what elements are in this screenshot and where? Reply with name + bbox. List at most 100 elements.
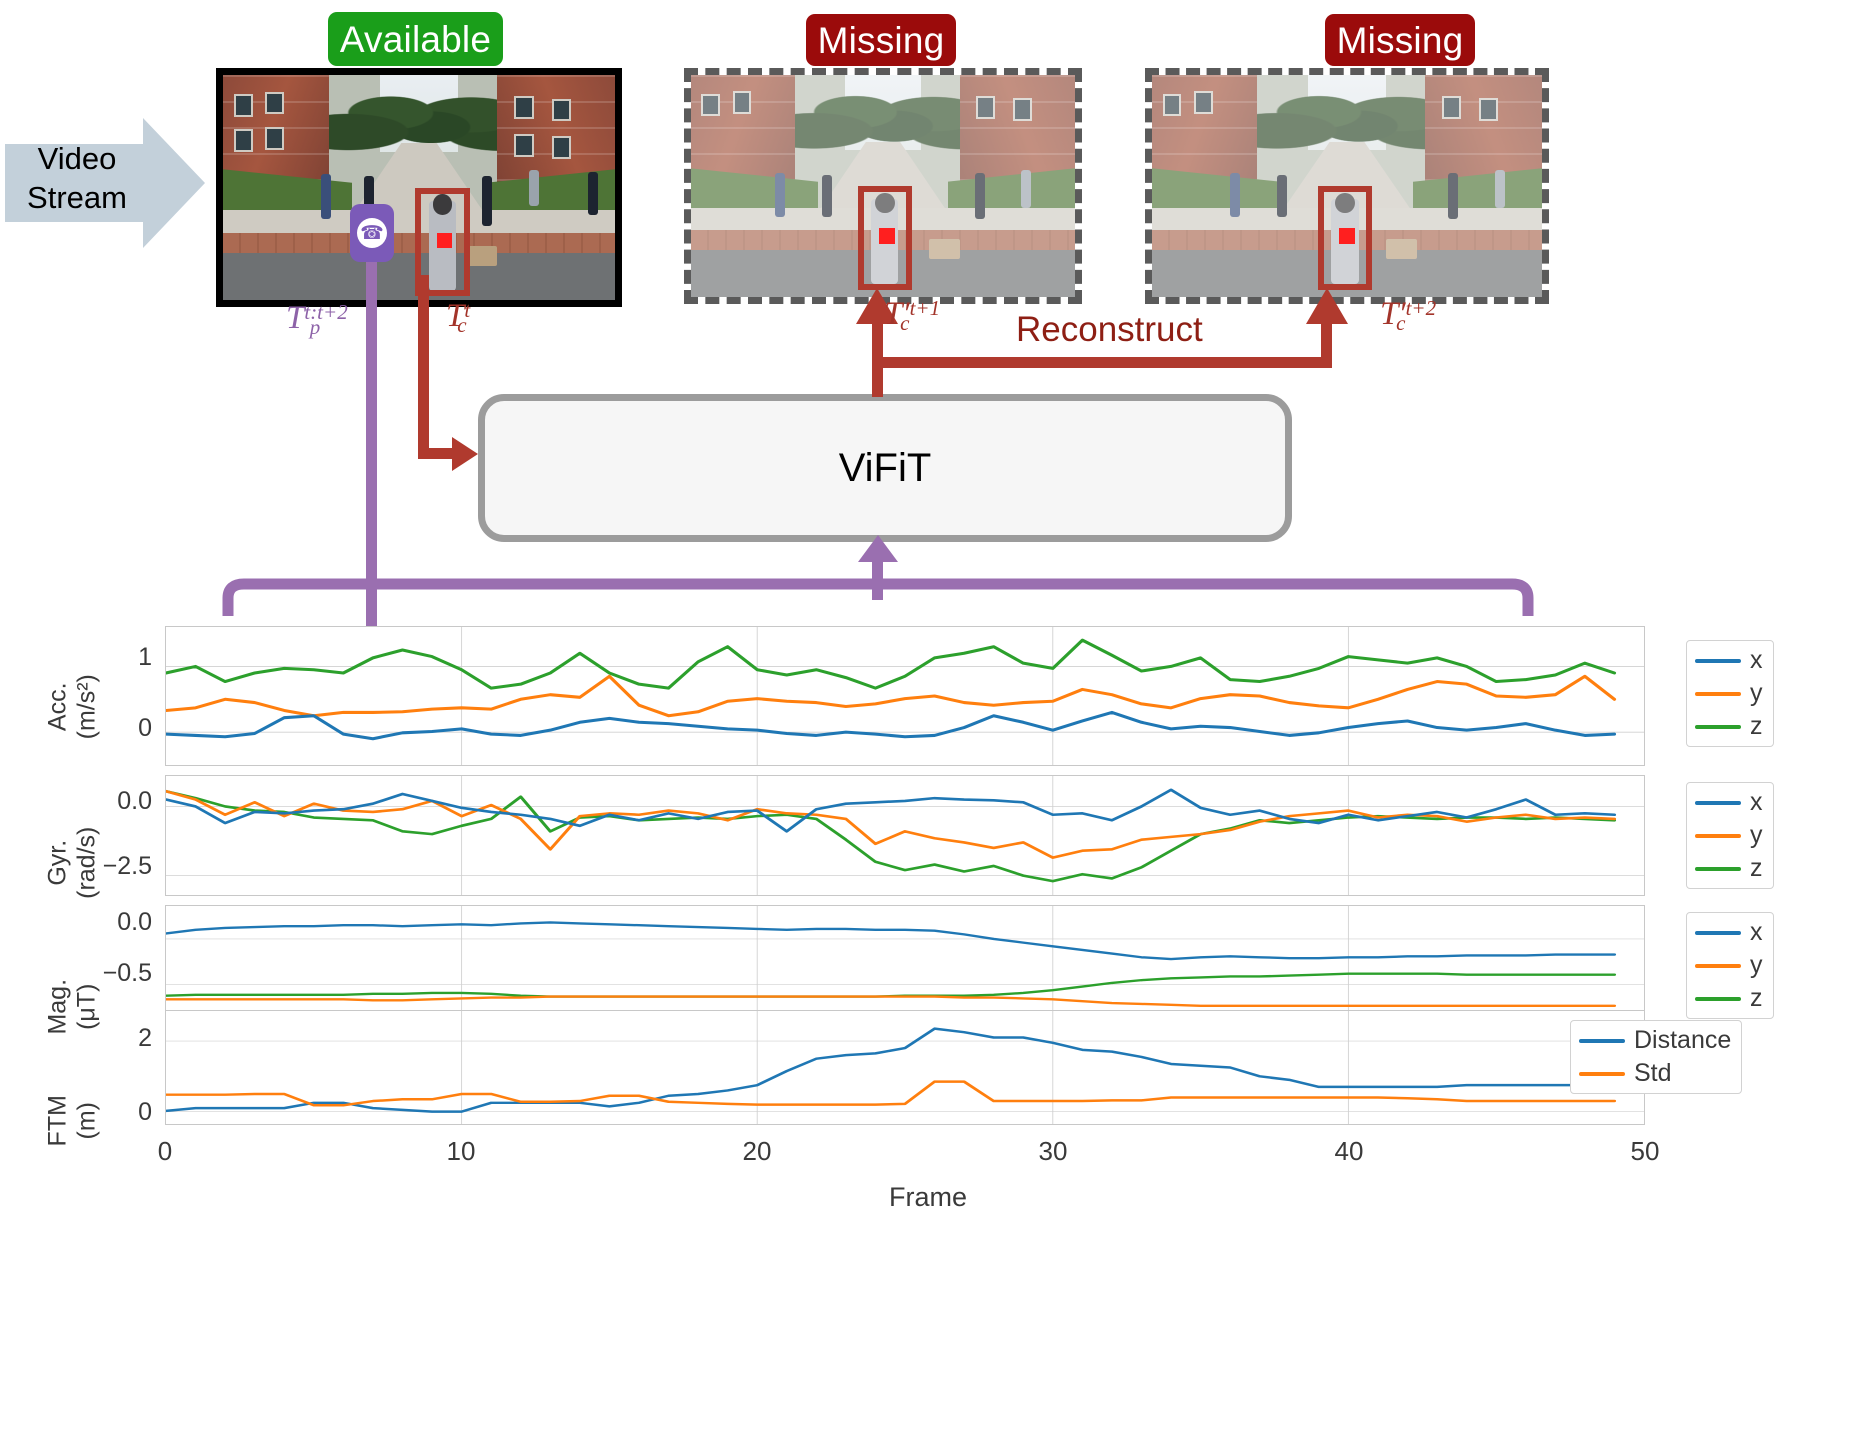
video-stream-label-line1: Video — [37, 141, 117, 176]
red-connector-horizontal — [418, 448, 458, 459]
badge-missing-1: Missing — [806, 14, 956, 66]
red-arrowhead-right — [452, 437, 478, 471]
window — [734, 93, 750, 112]
vifit-model-box[interactable]: ViFiT — [478, 394, 1292, 542]
mag-series-z — [166, 972, 1617, 998]
red-reconstruct-branch-left — [872, 320, 883, 360]
purple-arrowhead-up — [858, 535, 898, 562]
window — [1443, 98, 1459, 117]
acc-ytick-0: 0 — [138, 714, 152, 742]
bounding-box-subject[interactable] — [858, 186, 912, 291]
legend-swatch-x — [1695, 658, 1741, 663]
subject-head — [875, 192, 895, 213]
reconstruct-label: Reconstruct — [1016, 310, 1203, 349]
window — [553, 100, 570, 120]
legend-label-z: z — [1750, 712, 1763, 740]
legend-swatch-x — [1695, 930, 1741, 935]
purple-brace — [218, 576, 1538, 622]
legend-swatch-y — [1695, 833, 1741, 838]
mag-legend-row-x: x — [1695, 920, 1763, 945]
pedestrian — [975, 172, 986, 220]
red-reconstruct-stem — [872, 357, 883, 397]
gyr-gridlines — [166, 776, 1644, 895]
label-Tp: Tt:t+2p — [286, 300, 348, 339]
legend-label-x: x — [1750, 918, 1763, 946]
subject-head — [432, 194, 453, 215]
viber-phone-icon: ☎ — [350, 204, 394, 262]
gyr-series — [166, 788, 1617, 883]
phone-glyph: ☎ — [357, 218, 387, 248]
window — [516, 98, 532, 118]
pedestrian — [587, 171, 598, 215]
acc-ytick-1: 1 — [138, 643, 152, 671]
window — [1164, 95, 1180, 115]
bounding-box-subject[interactable] — [1317, 186, 1373, 291]
pedestrian — [1230, 172, 1240, 218]
ftm-series-std — [166, 1080, 1617, 1107]
ftm-ylabel: FTM (m) — [43, 1041, 101, 1201]
box-object — [929, 239, 960, 260]
x-axis-label: Frame — [888, 1182, 967, 1212]
gyr-series-x — [166, 788, 1617, 833]
acc-series-x — [166, 710, 1617, 741]
window — [235, 96, 251, 115]
window — [1015, 100, 1031, 119]
bounding-box-subject[interactable] — [415, 187, 470, 296]
acc-plot-svg — [166, 627, 1644, 765]
video-frame-missing-1[interactable] — [684, 68, 1082, 304]
window — [267, 128, 283, 148]
legend-label-y: y — [1750, 679, 1763, 707]
red-reconstruct-branch-right — [1321, 320, 1332, 360]
mag-gridlines — [166, 906, 1644, 1014]
mag-ylabel-line2: (μT) — [72, 983, 100, 1030]
gyr-legend-row-x: x — [1695, 790, 1763, 815]
label-Tc-t2: T′t+2c — [1380, 296, 1437, 335]
gyr-plot-svg — [166, 776, 1644, 895]
badge-available: Available — [328, 12, 503, 66]
video-frame-missing-2[interactable] — [1145, 68, 1549, 304]
mag-series-x — [166, 921, 1617, 961]
gyr-legend-row-z: z — [1695, 856, 1763, 881]
box-object — [1386, 239, 1418, 260]
legend-label-z: z — [1750, 854, 1763, 882]
pedestrian — [1495, 170, 1506, 209]
video-frame-available[interactable] — [216, 68, 622, 307]
legend-swatch-y — [1695, 691, 1741, 696]
legend-swatch-y — [1695, 963, 1741, 968]
badge-missing-2: Missing — [1325, 14, 1475, 66]
legend-swatch-distance — [1579, 1038, 1625, 1043]
window — [703, 95, 718, 115]
legend-swatch-std — [1579, 1071, 1625, 1076]
ftm-series — [166, 1027, 1617, 1113]
pedestrian — [1448, 172, 1459, 220]
scene-available — [223, 75, 615, 300]
window — [1481, 100, 1497, 119]
legend-swatch-x — [1695, 800, 1741, 805]
ftm-legend-row-distance: Distance — [1579, 1028, 1731, 1053]
acc-subplot — [165, 626, 1645, 766]
ftm-plot-svg — [166, 1011, 1644, 1124]
xtick-30: 30 — [1038, 1136, 1068, 1166]
label-Tc-t: Ttc — [446, 298, 471, 337]
mag-series — [166, 921, 1617, 1007]
purple-connector-vertical — [366, 262, 377, 656]
acc-legend-row-z: z — [1695, 714, 1763, 739]
ftm-ylabel-line2: (m) — [72, 1102, 100, 1140]
red-arrowhead-up-frame3 — [1306, 288, 1348, 324]
mag-plot-svg — [166, 906, 1644, 1014]
window — [553, 138, 570, 157]
legend-swatch-z — [1695, 724, 1741, 729]
scene-missing-2 — [1152, 75, 1542, 297]
legend-label-z: z — [1750, 984, 1763, 1012]
window — [978, 98, 994, 117]
pedestrian — [364, 176, 375, 219]
window — [516, 135, 532, 155]
phone-position-marker — [436, 232, 453, 249]
mag-subplot — [165, 905, 1645, 1015]
ftm-ytick-0: 0 — [138, 1098, 152, 1126]
xtick-20: 20 — [742, 1136, 772, 1166]
acc-ylabel-line1: Acc. — [43, 682, 72, 732]
red-connector-vertical — [418, 275, 429, 455]
ftm-subplot — [165, 1010, 1645, 1125]
subject-head — [1335, 192, 1355, 213]
